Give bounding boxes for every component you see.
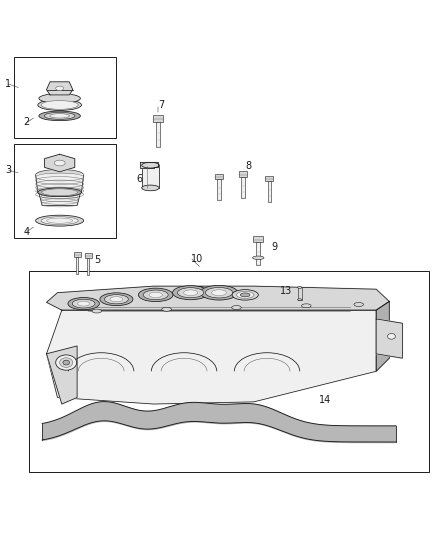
Bar — [254, 236, 263, 243]
Text: 7: 7 — [158, 100, 164, 110]
Text: 11: 11 — [77, 298, 89, 309]
Polygon shape — [141, 161, 158, 168]
Ellipse shape — [35, 215, 84, 226]
Ellipse shape — [56, 355, 77, 370]
Bar — [76, 257, 78, 274]
Bar — [14, 144, 117, 238]
Ellipse shape — [72, 299, 95, 308]
Polygon shape — [46, 346, 77, 404]
Bar — [152, 115, 163, 123]
Ellipse shape — [142, 163, 159, 168]
Bar — [298, 287, 301, 300]
Ellipse shape — [212, 290, 226, 296]
Polygon shape — [39, 192, 81, 205]
Ellipse shape — [41, 217, 78, 224]
Ellipse shape — [56, 86, 64, 91]
Bar — [87, 258, 89, 275]
Ellipse shape — [60, 358, 73, 367]
Bar — [155, 123, 160, 147]
Ellipse shape — [205, 287, 233, 298]
Polygon shape — [46, 286, 389, 310]
Ellipse shape — [240, 293, 250, 297]
Ellipse shape — [54, 160, 65, 166]
Ellipse shape — [92, 309, 102, 313]
Text: 1: 1 — [5, 79, 11, 89]
Bar — [268, 181, 271, 202]
Bar — [215, 174, 223, 179]
Text: 9: 9 — [272, 242, 278, 252]
Ellipse shape — [100, 293, 133, 305]
Ellipse shape — [68, 297, 99, 310]
Ellipse shape — [142, 185, 159, 191]
Text: 14: 14 — [319, 394, 332, 405]
Text: 5: 5 — [95, 255, 101, 264]
Text: 13: 13 — [280, 286, 293, 296]
Text: 3: 3 — [5, 165, 11, 175]
Ellipse shape — [162, 308, 171, 311]
Ellipse shape — [253, 256, 264, 260]
Bar — [256, 243, 260, 265]
Ellipse shape — [39, 94, 81, 103]
Ellipse shape — [105, 295, 128, 304]
Polygon shape — [46, 310, 376, 404]
Ellipse shape — [354, 303, 364, 306]
Text: 12: 12 — [193, 286, 205, 296]
Ellipse shape — [297, 299, 302, 301]
Ellipse shape — [110, 297, 123, 302]
Ellipse shape — [149, 292, 162, 297]
Ellipse shape — [232, 305, 241, 310]
Text: 4: 4 — [23, 227, 29, 237]
Ellipse shape — [39, 111, 81, 120]
Ellipse shape — [39, 178, 81, 188]
Ellipse shape — [177, 288, 204, 298]
Ellipse shape — [173, 286, 208, 300]
Ellipse shape — [41, 101, 78, 109]
Ellipse shape — [46, 218, 73, 223]
Ellipse shape — [297, 287, 302, 288]
Ellipse shape — [41, 187, 78, 195]
Ellipse shape — [200, 285, 238, 300]
Text: 6: 6 — [136, 174, 142, 184]
Polygon shape — [376, 319, 403, 358]
Bar — [265, 176, 273, 181]
Polygon shape — [46, 82, 73, 95]
Bar — [85, 253, 92, 258]
Bar — [241, 177, 244, 198]
Ellipse shape — [63, 360, 70, 365]
Bar — [218, 179, 220, 200]
Bar — [142, 165, 159, 188]
Text: 10: 10 — [191, 254, 203, 264]
Ellipse shape — [138, 288, 173, 302]
Polygon shape — [376, 302, 389, 372]
Text: 2: 2 — [23, 117, 30, 127]
Ellipse shape — [143, 290, 168, 300]
Ellipse shape — [301, 304, 311, 308]
Ellipse shape — [232, 289, 258, 300]
Bar — [14, 57, 117, 138]
Ellipse shape — [184, 290, 198, 295]
Ellipse shape — [44, 112, 75, 119]
Ellipse shape — [35, 169, 84, 180]
Polygon shape — [45, 154, 75, 172]
Ellipse shape — [38, 188, 81, 197]
Bar — [29, 271, 428, 472]
Text: 8: 8 — [245, 161, 251, 171]
Ellipse shape — [237, 292, 254, 298]
Ellipse shape — [38, 100, 81, 110]
Ellipse shape — [78, 301, 90, 306]
Ellipse shape — [42, 189, 78, 196]
Ellipse shape — [50, 114, 70, 118]
Bar — [239, 171, 247, 177]
Ellipse shape — [388, 334, 396, 339]
Bar — [74, 252, 81, 257]
Polygon shape — [35, 175, 84, 192]
